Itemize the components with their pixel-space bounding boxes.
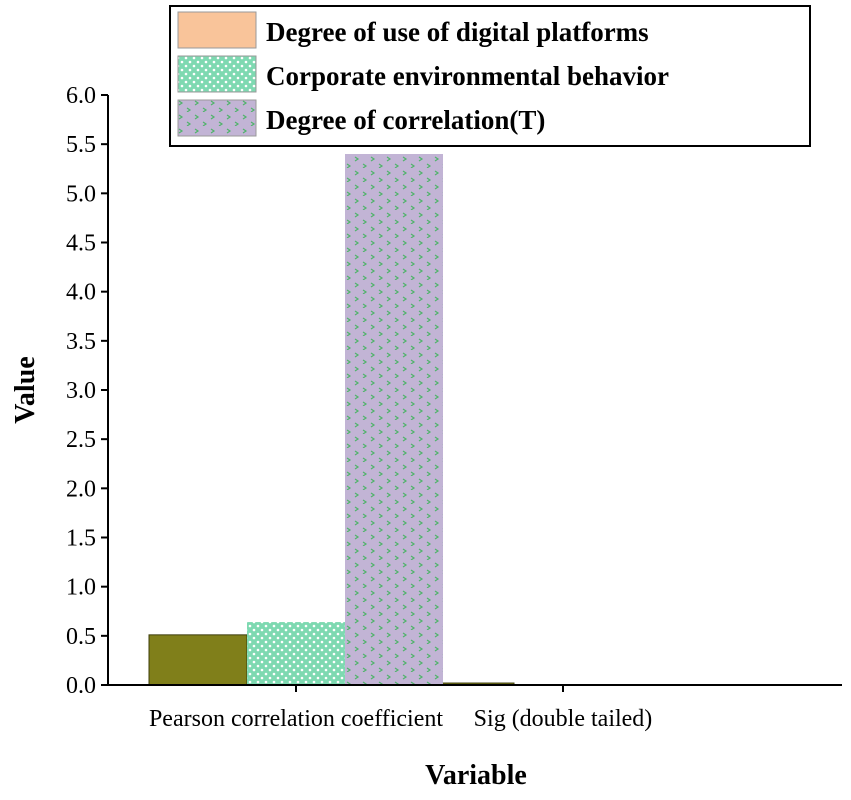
y-tick-label: 4.5 <box>66 231 96 257</box>
legend-swatch-2 <box>177 55 257 93</box>
y-tick-label: 0.0 <box>66 673 96 699</box>
y-tick-label: 2.0 <box>66 476 96 502</box>
bar-3-1 <box>345 154 443 685</box>
x-tick-label: Sig (double tailed) <box>474 706 653 732</box>
legend-label-1: Degree of use of digital platforms <box>266 17 649 47</box>
plot-area <box>148 154 515 686</box>
legend-label-2: Corporate environmental behavior <box>266 61 669 91</box>
legend-swatch-1 <box>177 11 257 49</box>
bar-2-1 <box>247 622 345 685</box>
y-tick-label: 5.0 <box>66 181 96 207</box>
x-axis: Pearson correlation coefficient Sig (doub… <box>108 684 842 732</box>
legend-box <box>169 5 811 147</box>
y-tick-label: 3.5 <box>66 329 96 355</box>
x-tick-label: Pearson correlation coefficient <box>149 706 443 732</box>
y-tick-label: 2.5 <box>66 427 96 453</box>
y-tick-label: 1.0 <box>66 575 96 601</box>
y-tick-label: 6.0 <box>66 83 96 109</box>
legend-label-3: Degree of correlation(T) <box>266 105 545 135</box>
y-tick-label: 4.0 <box>66 280 96 306</box>
y-tick-label: 5.5 <box>66 132 96 158</box>
y-tick-label: 1.5 <box>66 526 96 552</box>
bar-1-1 <box>148 634 248 686</box>
y-tick-label: 3.0 <box>66 378 96 404</box>
y-axis-title: Value <box>10 356 41 423</box>
y-axis: 0.0 0.5 1.0 1.5 2.0 2.5 3.0 3.5 4.0 4.5 5.0 5.5 6.0 <box>66 83 109 699</box>
x-axis-title: Variable <box>425 760 527 791</box>
y-tick-label: 0.5 <box>66 624 96 650</box>
legend: Degree of use of digital platforms Corpor… <box>169 5 811 147</box>
legend-swatch-3 <box>177 99 257 137</box>
